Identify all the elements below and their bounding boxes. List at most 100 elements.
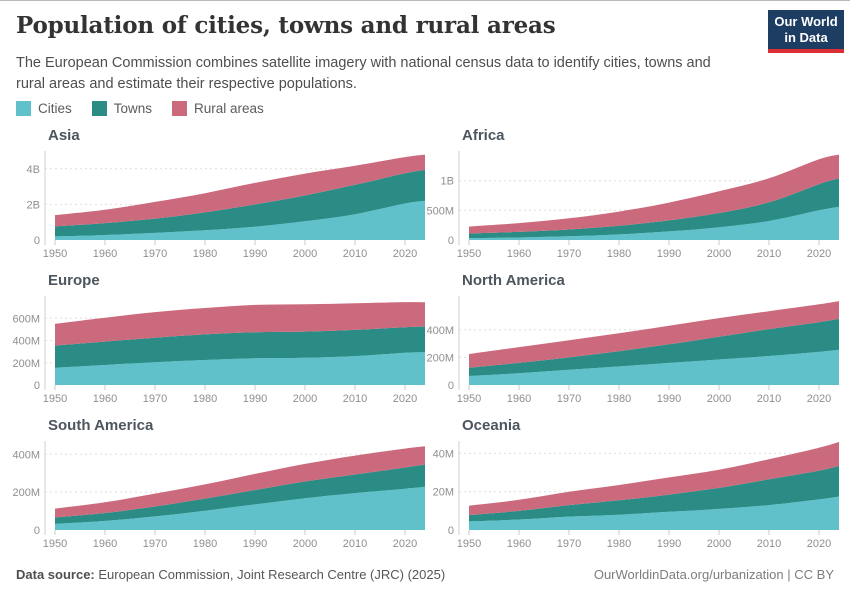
area-rural-areas (469, 442, 839, 516)
x-axis-label: 1980 (607, 248, 631, 260)
x-axis-label: 1960 (93, 248, 117, 260)
chart-panel-south-america: South America 0 200M 400M 1950 1960 1970 1980 19… (8, 416, 426, 556)
chart-title: Oceania (462, 417, 521, 434)
x-axis-label: 1960 (507, 248, 531, 260)
x-axis-label: 1970 (557, 393, 581, 405)
stacked-areas (55, 154, 425, 240)
footer-license: CC BY (794, 567, 834, 582)
data-source-label: Data source: (16, 567, 95, 582)
stacked-areas (469, 154, 839, 240)
x-axis-label: 1970 (143, 538, 167, 550)
x-axis-label: 1960 (93, 393, 117, 405)
owid-logo-line1: Our World (774, 14, 838, 29)
y-axis-label: 0 (34, 525, 40, 537)
legend-swatch-towns (91, 101, 107, 116)
legend-swatch-rural-areas (172, 101, 188, 116)
x-axis-label: 2020 (393, 248, 417, 260)
top-divider (0, 0, 850, 1)
x-axis-label: 1990 (243, 538, 267, 550)
x-axis-label: 1950 (43, 248, 67, 260)
y-axis-label: 200M (426, 352, 454, 364)
chart-panel-europe: Europe 0 200M 400M 600M 1950 1960 1970 1980 1990 2… (8, 271, 426, 411)
y-axis-label: 0 (448, 380, 454, 392)
legend: Cities Towns Rural areas (16, 101, 264, 116)
x-axis-label: 1990 (657, 538, 681, 550)
chart-title: South America (48, 417, 154, 434)
area-rural-areas (55, 446, 425, 518)
y-axis-label: 1B (441, 176, 454, 188)
x-axis-label: 2010 (343, 248, 367, 260)
area-towns (55, 326, 425, 368)
x-axis-label: 2000 (293, 248, 317, 260)
area-towns (55, 169, 425, 237)
stacked-areas (55, 446, 425, 530)
x-axis-label: 1970 (557, 538, 581, 550)
footer-link[interactable]: OurWorldinData.org/urbanization (593, 567, 784, 582)
area-cities (469, 496, 839, 530)
x-axis-label: 2010 (757, 538, 781, 550)
area-towns (469, 178, 839, 239)
footer-divider: | (783, 567, 795, 582)
x-axis-label: 1990 (243, 393, 267, 405)
area-towns (469, 465, 839, 522)
x-axis-label: 2010 (343, 538, 367, 550)
chart-panel-asia: Asia 0 2B 4B 1950 1960 1970 1980 1990 2000 2010 202… (8, 126, 426, 266)
chart-title: Africa (462, 127, 505, 144)
x-axis-label: 1980 (607, 393, 631, 405)
page-title: Population of cities, towns and rural ar… (16, 12, 556, 39)
x-axis-label: 1950 (457, 538, 481, 550)
y-axis-label: 400M (426, 325, 454, 337)
footer: Data source: European Commission, Joint … (16, 567, 834, 582)
x-axis-label: 1990 (243, 248, 267, 260)
y-axis-label: 0 (448, 235, 454, 247)
owid-logo: Our World in Data (768, 10, 844, 53)
y-axis-label: 600M (12, 313, 40, 325)
y-axis-label: 400M (12, 449, 40, 461)
area-rural-areas (55, 154, 425, 227)
legend-item-rural-areas: Rural areas (172, 101, 264, 116)
x-axis-label: 1950 (43, 538, 67, 550)
legend-item-towns: Towns (91, 101, 152, 116)
chart-title: North America (462, 272, 565, 289)
chart-panel-africa: Africa 0 500M 1B 1950 1960 1970 1980 1990 2000 201… (422, 126, 840, 266)
chart-panel-north-america: North America 0 200M 400M 1950 1960 1970 1980 19… (422, 271, 840, 411)
y-axis-label: 200M (12, 487, 40, 499)
x-axis-label: 2020 (393, 393, 417, 405)
y-axis-label: 0 (448, 525, 454, 537)
x-axis-label: 2020 (807, 393, 831, 405)
chart-svg-africa: 0 500M 1B 1950 1960 1970 1980 1990 2000 2010 2020 (426, 151, 839, 260)
y-axis-label: 400M (12, 336, 40, 348)
x-axis-label: 2010 (343, 393, 367, 405)
x-axis-label: 2000 (707, 393, 731, 405)
x-axis-label: 1980 (193, 538, 217, 550)
area-towns (55, 464, 425, 524)
area-rural-areas (469, 301, 839, 368)
x-axis-label: 2010 (757, 248, 781, 260)
legend-label: Rural areas (194, 101, 264, 116)
legend-label: Cities (38, 101, 72, 116)
x-axis-label: 1980 (607, 538, 631, 550)
area-cities (55, 200, 425, 240)
legend-swatch-cities (16, 101, 31, 116)
area-towns (469, 318, 839, 376)
area-cities (55, 352, 425, 385)
x-axis-label: 1950 (43, 393, 67, 405)
y-axis-label: 0 (34, 380, 40, 392)
x-axis-label: 1990 (657, 248, 681, 260)
owid-logo-line2: in Data (784, 29, 828, 45)
x-axis-label: 1970 (557, 248, 581, 260)
data-source: Data source: European Commission, Joint … (16, 567, 445, 582)
x-axis-label: 1990 (657, 393, 681, 405)
y-axis-label: 40M (433, 448, 454, 460)
chart-svg-asia: 0 2B 4B 1950 1960 1970 1980 1990 2000 2010 2020 (27, 151, 425, 260)
x-axis-label: 1970 (143, 393, 167, 405)
x-axis-label: 2020 (807, 248, 831, 260)
x-axis-label: 2000 (707, 538, 731, 550)
chart-svg-south-america: 0 200M 400M 1950 1960 1970 1980 1990 2000 2010 202… (12, 441, 425, 550)
area-cities (469, 206, 839, 240)
x-axis-label: 1960 (507, 538, 531, 550)
y-axis-label: 2B (27, 199, 40, 211)
x-axis-label: 1950 (457, 393, 481, 405)
y-axis-label: 20M (433, 487, 454, 499)
